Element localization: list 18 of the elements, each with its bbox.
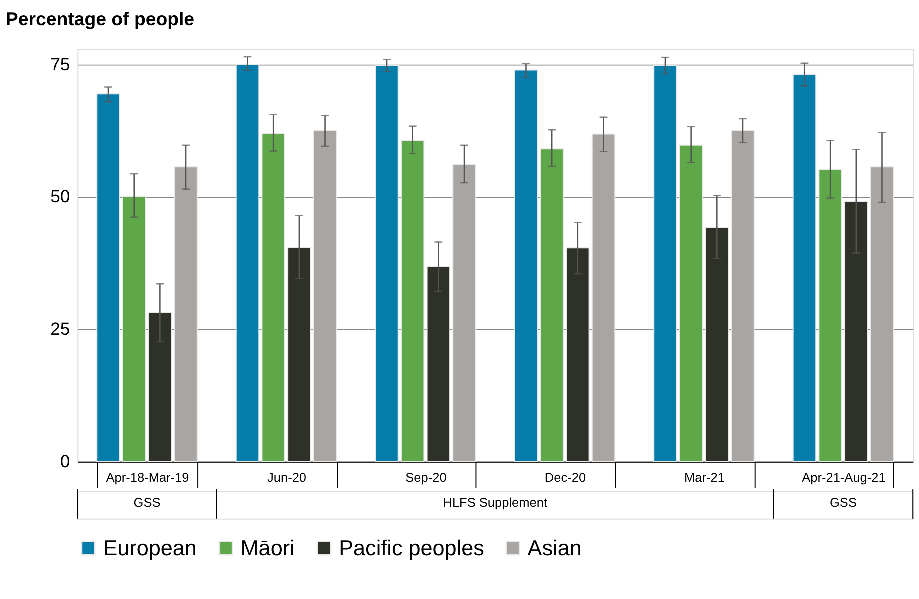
x-tick-label: Apr-18-Mar-19 <box>106 470 190 486</box>
x-tick-label: Dec-20 <box>544 470 586 486</box>
x-tick-label: Jun-20 <box>267 470 307 486</box>
legend-label: European <box>103 535 197 560</box>
y-axis-title: Percentage of people <box>6 8 195 30</box>
x-tick-label: Sep-20 <box>406 470 447 486</box>
legend-label: Māori <box>240 535 295 560</box>
y-tick-label: 50 <box>50 186 70 207</box>
text: GSS <box>830 495 857 510</box>
x-tick-label: Apr-21-Aug-21 <box>802 470 886 486</box>
text: GSS <box>134 495 161 510</box>
y-tick-label: 0 <box>60 451 70 472</box>
y-tick-label: 25 <box>50 319 70 340</box>
x-tick-label: Mar-21 <box>684 470 725 486</box>
legend-label: Asian <box>528 535 582 560</box>
text: HLFS Supplement <box>443 495 548 510</box>
y-tick-label: 75 <box>50 54 70 74</box>
legend-label: Pacific peoples <box>339 535 485 560</box>
